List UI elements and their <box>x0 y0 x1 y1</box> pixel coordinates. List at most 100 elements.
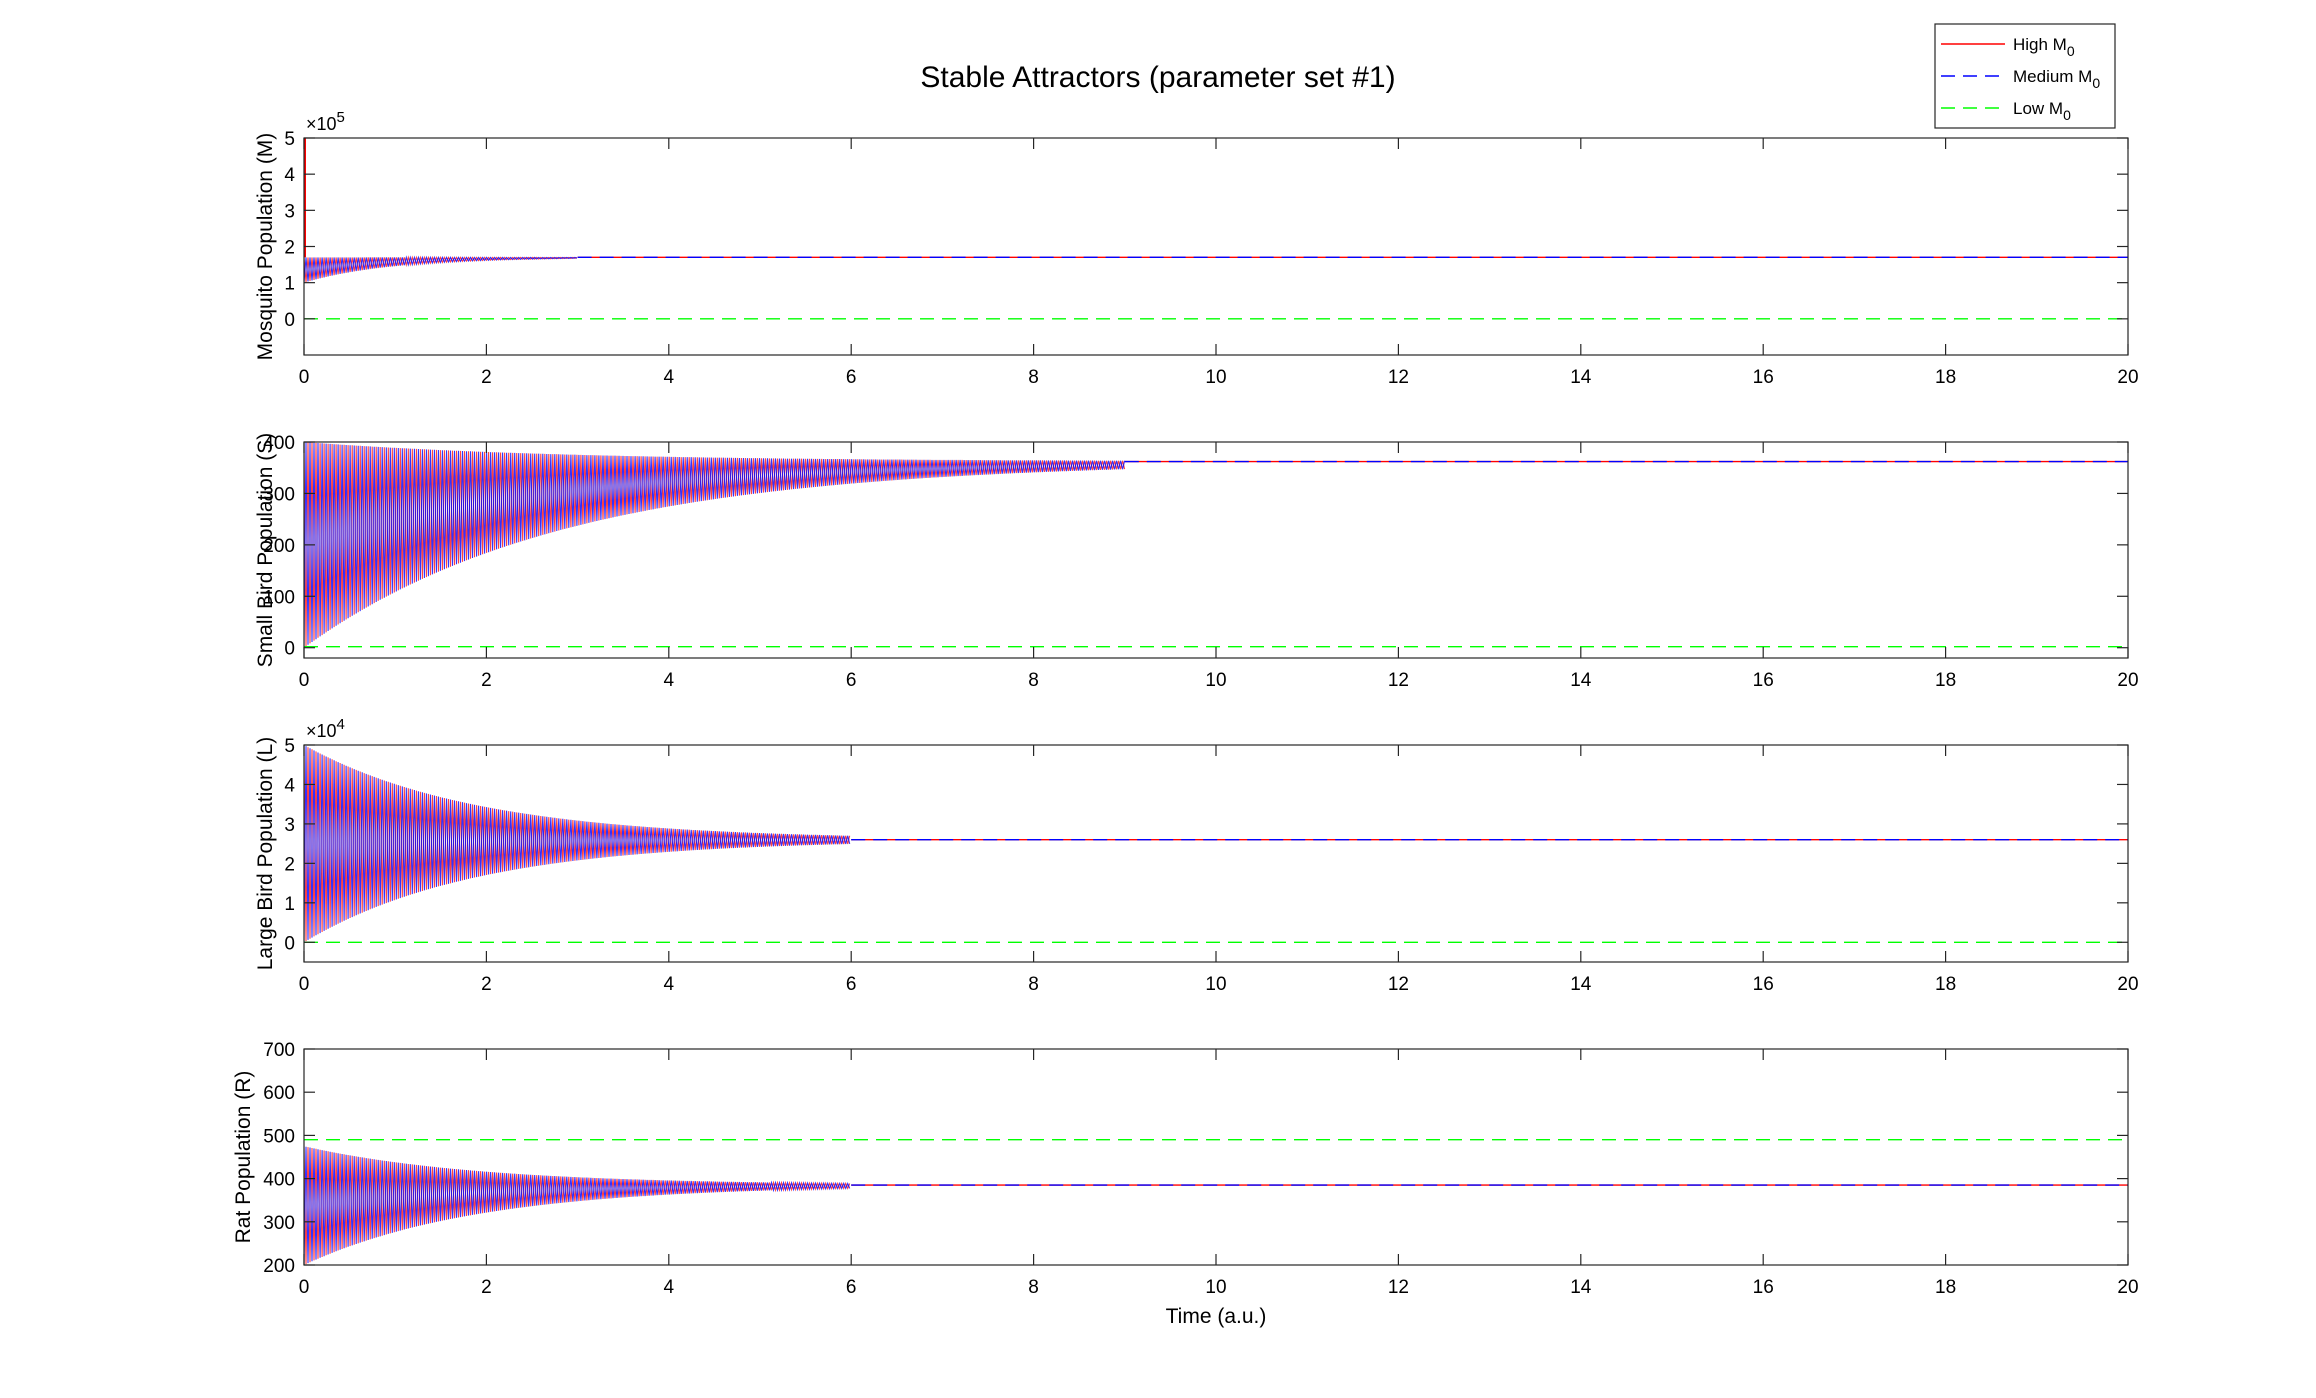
x-tick-label: 14 <box>1570 367 1592 388</box>
x-tick-label: 0 <box>299 974 310 995</box>
x-tick-label: 14 <box>1570 1277 1592 1298</box>
x-tick-label: 18 <box>1935 670 1956 691</box>
y-tick-label: 400 <box>263 1170 295 1191</box>
y-tick-label: 300 <box>263 484 295 505</box>
x-tick-label: 16 <box>1753 1277 1774 1298</box>
x-tick-label: 0 <box>299 670 310 691</box>
x-tick-label: 8 <box>1028 670 1039 691</box>
y-tick-label: 200 <box>263 536 295 557</box>
axes-frame <box>303 1048 2129 1266</box>
y-axis-label: Large Bird Population (L) <box>254 737 277 970</box>
x-axis-label: Time (a.u.) <box>1166 1305 1267 1328</box>
oscillation-trace <box>304 745 851 942</box>
oscillation-trace <box>304 255 578 283</box>
axes-frame <box>303 137 2129 356</box>
plot-area <box>304 442 2128 648</box>
series-high-m0 <box>304 1146 2128 1265</box>
x-tick-label: 18 <box>1935 367 1956 388</box>
x-tick-label: 20 <box>2117 367 2138 388</box>
x-tick-label: 20 <box>2117 974 2138 995</box>
x-tick-label: 2 <box>481 1277 492 1298</box>
x-tick-label: 12 <box>1388 1277 1409 1298</box>
x-tick-label: 20 <box>2117 1277 2138 1298</box>
y-tick-label: 100 <box>263 587 295 608</box>
plot-area <box>304 1139 2128 1265</box>
y-tick-label: 400 <box>263 433 295 454</box>
x-tick-label: 12 <box>1388 974 1409 995</box>
series-medium-m0 <box>304 746 2128 943</box>
y-tick-label: 5 <box>284 736 295 757</box>
series-medium-m0 <box>304 1146 2128 1265</box>
y-axis-label: Rat Population (R) <box>232 1071 255 1244</box>
oscillation-trace <box>304 1146 851 1265</box>
x-tick-label: 12 <box>1388 367 1409 388</box>
x-tick-label: 10 <box>1205 974 1226 995</box>
y-tick-label: 1 <box>284 894 295 915</box>
x-tick-label: 8 <box>1028 367 1039 388</box>
x-tick-label: 4 <box>664 367 675 388</box>
y-axis-label: Mosquito Population (M) <box>254 133 277 361</box>
y-axis-label: Small Bird Population (S) <box>254 433 277 668</box>
x-tick-label: 20 <box>2117 670 2138 691</box>
y-tick-label: 2 <box>284 854 295 875</box>
x-tick-label: 16 <box>1753 974 1774 995</box>
x-tick-label: 18 <box>1935 974 1956 995</box>
x-tick-label: 10 <box>1205 367 1226 388</box>
x-tick-label: 0 <box>299 1277 310 1298</box>
x-tick-label: 8 <box>1028 1277 1039 1298</box>
x-tick-label: 14 <box>1570 974 1592 995</box>
subplot-4: 0 2 4 6 8 10 12 14 16 18 20 200 300 400 500 600 700 Rat P… <box>232 1040 2139 1328</box>
series-medium-m0 <box>304 442 2128 648</box>
x-tick-label: 10 <box>1205 670 1226 691</box>
x-tick-label: 16 <box>1753 670 1774 691</box>
y-tick-label: 4 <box>284 775 295 796</box>
plot-area <box>304 745 2128 943</box>
y-tick-label: 0 <box>284 639 295 660</box>
y-tick-label: 0 <box>284 310 295 331</box>
oscillation-trace <box>304 746 851 943</box>
y-tick-label: 5 <box>284 129 295 150</box>
series-medium-m0 <box>304 255 2128 283</box>
x-tick-label: 6 <box>846 1277 857 1298</box>
x-tick-label: 10 <box>1205 1277 1226 1298</box>
x-tick-label: 12 <box>1388 670 1409 691</box>
series-high-m0 <box>304 138 2128 283</box>
y-tick-label: 200 <box>263 1256 295 1277</box>
series-high-m0 <box>304 442 2128 647</box>
oscillation-trace <box>304 1146 851 1265</box>
y-exponent-label: ×104 <box>306 716 345 741</box>
x-tick-label: 4 <box>664 974 675 995</box>
x-tick-label: 6 <box>846 670 857 691</box>
x-tick-label: 4 <box>664 670 675 691</box>
y-tick-label: 2 <box>284 238 295 259</box>
x-tick-label: 18 <box>1935 1277 1956 1298</box>
y-tick-label: 500 <box>263 1126 295 1147</box>
x-tick-label: 6 <box>846 974 857 995</box>
x-tick-label: 2 <box>481 670 492 691</box>
y-tick-label: 4 <box>284 165 295 186</box>
y-tick-label: 600 <box>263 1083 295 1104</box>
plot-area <box>304 138 2128 320</box>
x-tick-label: 0 <box>299 367 310 388</box>
y-tick-label: 300 <box>263 1213 295 1234</box>
figure-title: Stable Attractors (parameter set #1) <box>920 61 1395 94</box>
oscillation-trace <box>304 442 1126 648</box>
x-tick-label: 2 <box>481 367 492 388</box>
x-tick-label: 8 <box>1028 974 1039 995</box>
y-tick-label: 3 <box>284 201 295 222</box>
y-exponent-label: ×105 <box>306 109 345 134</box>
y-tick-label: 700 <box>263 1040 295 1061</box>
y-tick-label: 3 <box>284 815 295 836</box>
x-tick-label: 14 <box>1570 670 1592 691</box>
x-tick-label: 2 <box>481 974 492 995</box>
x-tick-label: 4 <box>664 1277 675 1298</box>
y-tick-label: 0 <box>284 933 295 954</box>
y-tick-label: 1 <box>284 274 295 295</box>
x-tick-label: 16 <box>1753 367 1774 388</box>
